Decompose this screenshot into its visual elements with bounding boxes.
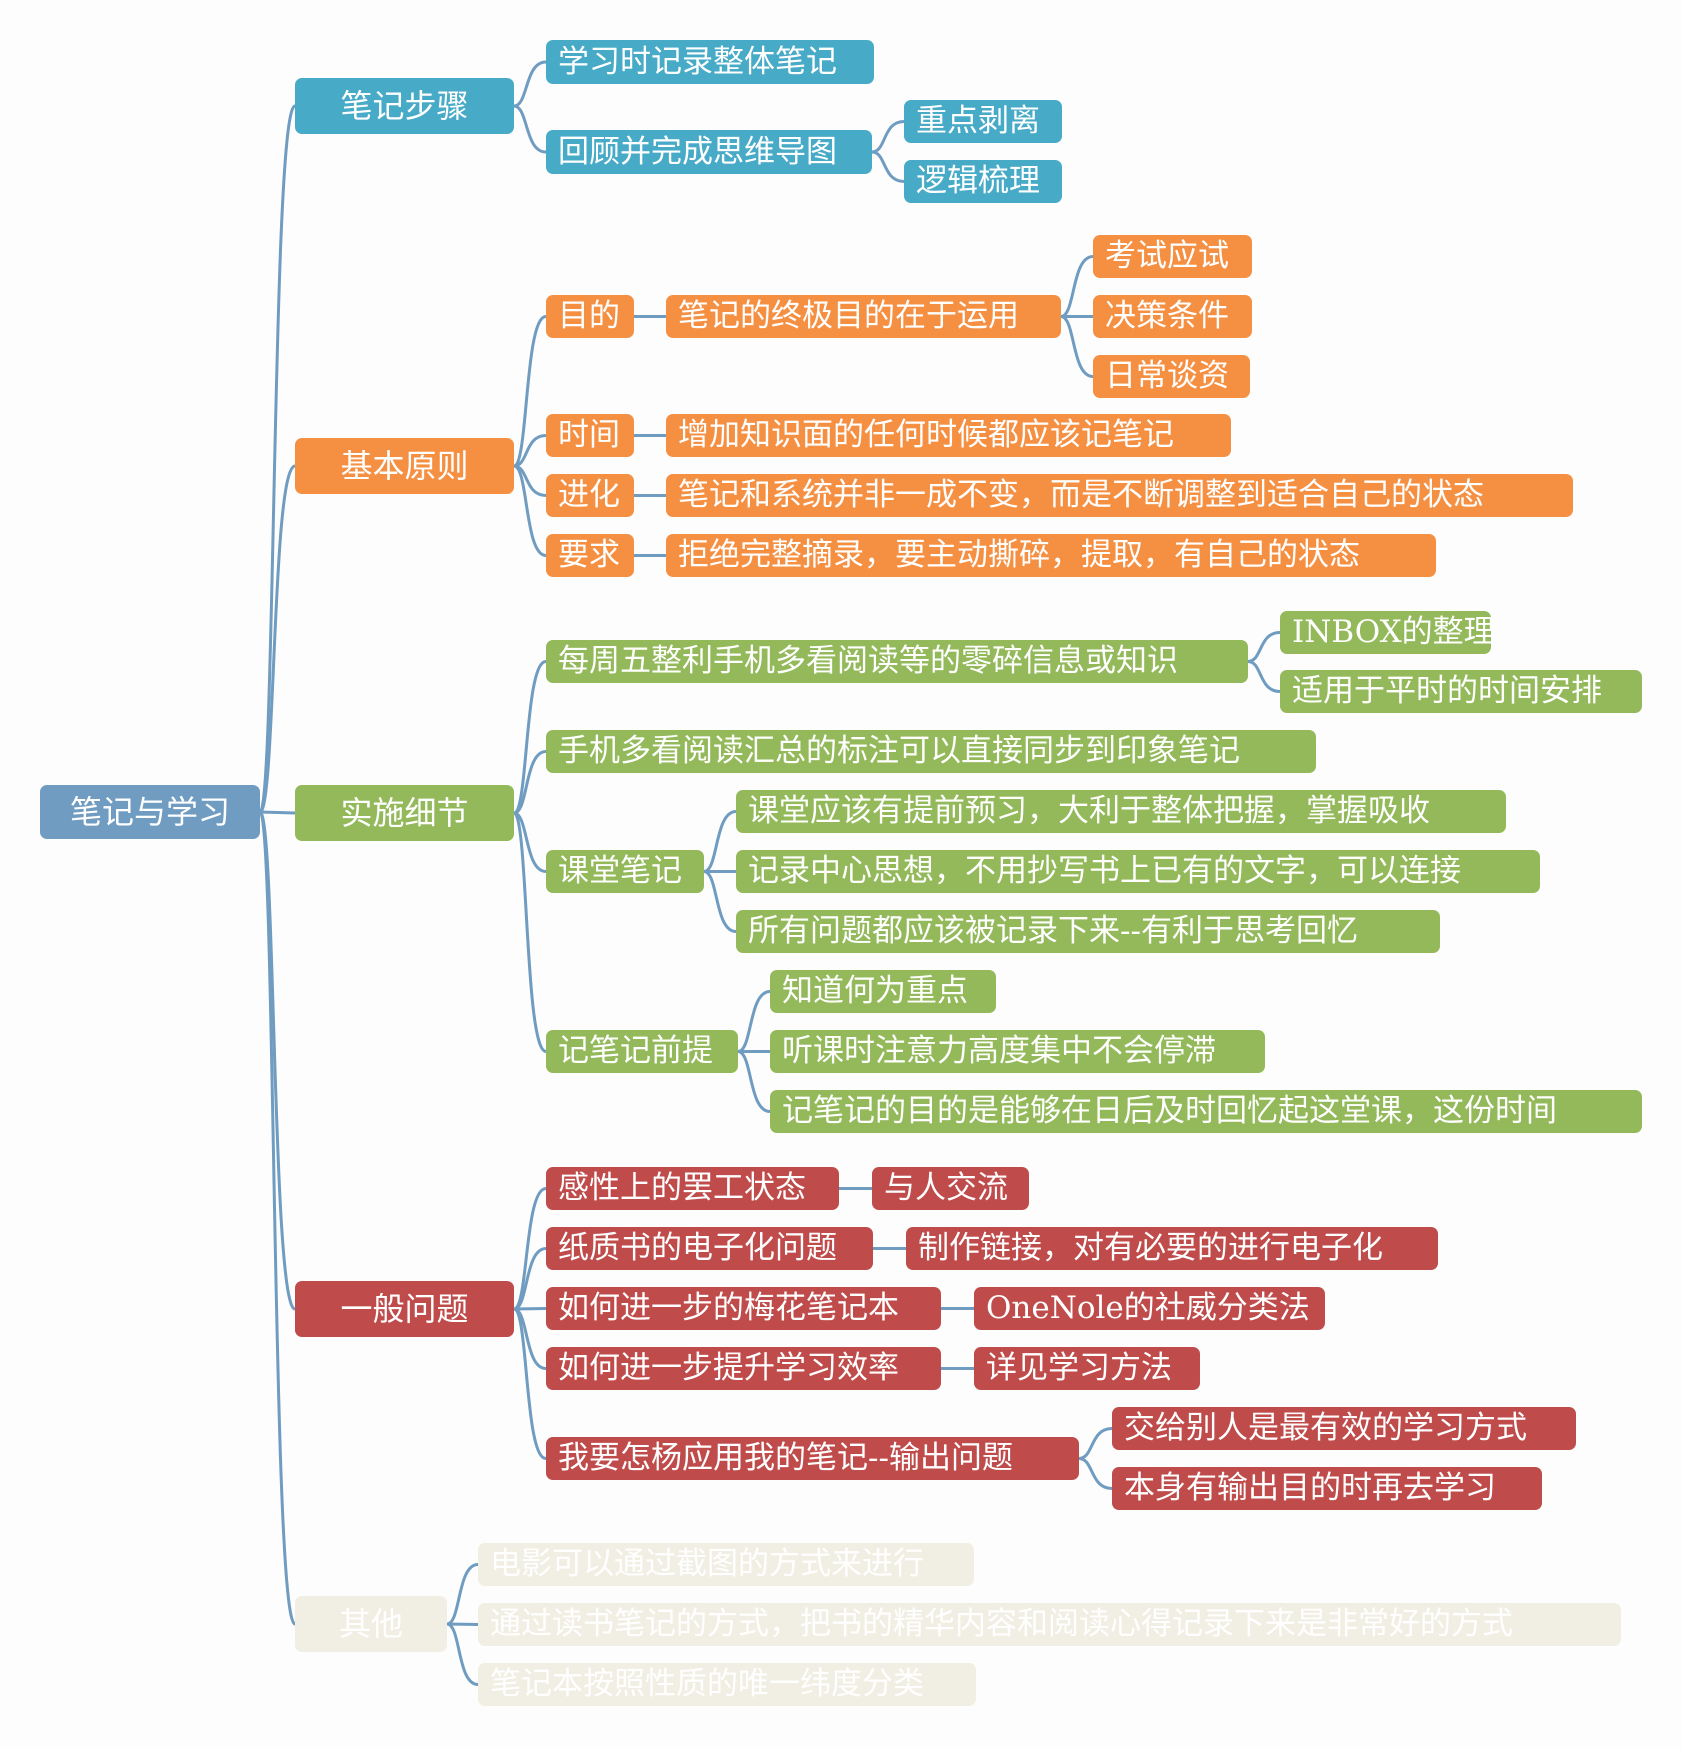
other-movie-screenshot[interactable]: 电影可以通过截图的方式来进行 bbox=[478, 1543, 974, 1586]
problem-digitize[interactable]: 纸质书的电子化问题 bbox=[546, 1227, 873, 1270]
connector-details-weekly-sort-to-details-inbox bbox=[1247, 631, 1281, 663]
problem-notebook[interactable]: 如何进一步的梅花笔记本 bbox=[546, 1287, 941, 1330]
connector-problem-output-to-problem-output-purpose bbox=[1078, 1457, 1113, 1490]
class-notes-preview[interactable]: 课堂应该有提前预习，大利于整体把握，掌握吸收 bbox=[736, 790, 1506, 833]
problem-strike[interactable]: 感性上的罢工状态 bbox=[546, 1167, 839, 1210]
prereq-recall[interactable]: 记笔记的目的是能够在日后及时回忆起这堂课，这份时间 bbox=[770, 1090, 1642, 1133]
prereq-focus[interactable]: 听课时注意力高度集中不会停滞 bbox=[770, 1030, 1265, 1073]
other-reading-notes[interactable]: 通过读书笔记的方式，把书的精华内容和阅读心得记录下来是非常好的方式 bbox=[478, 1603, 1621, 1646]
root-node[interactable]: 笔记与学习 bbox=[40, 785, 260, 839]
connector-principle-purpose-detail-to-principle-purpose-chat bbox=[1060, 315, 1094, 378]
prereq-know-key[interactable]: 知道何为重点 bbox=[770, 970, 996, 1013]
steps-record-notes[interactable]: 学习时记录整体笔记 bbox=[546, 40, 874, 84]
branch-details[interactable]: 实施细节 bbox=[295, 785, 514, 841]
connector-branch-other-to-other-reading-notes bbox=[446, 1622, 479, 1626]
steps-key-extraction[interactable]: 重点剥离 bbox=[904, 100, 1062, 143]
problem-output-purpose[interactable]: 本身有输出目的时再去学习 bbox=[1112, 1467, 1542, 1510]
principle-purpose-detail[interactable]: 笔记的终极目的在于运用 bbox=[666, 295, 1061, 338]
class-notes-record-questions[interactable]: 所有问题都应该被记录下来--有利于思考回忆 bbox=[736, 910, 1440, 953]
connector-details-prerequisites-to-prereq-recall bbox=[737, 1050, 771, 1113]
principle-require-detail[interactable]: 拒绝完整摘录，要主动撕碎，提取，有自己的状态 bbox=[666, 534, 1436, 577]
branch-problems[interactable]: 一般问题 bbox=[295, 1281, 514, 1337]
principle-purpose-exam[interactable]: 考试应试 bbox=[1093, 235, 1252, 278]
class-notes-central-idea[interactable]: 记录中心思想，不用抄写书上已有的文字，可以连接 bbox=[736, 850, 1540, 893]
steps-review-mindmap[interactable]: 回顾并完成思维导图 bbox=[546, 130, 872, 174]
connector-root-node-to-branch-details bbox=[259, 810, 296, 815]
connector-branch-problems-to-problem-notebook bbox=[513, 1307, 547, 1311]
connector-root-node-to-branch-principles bbox=[258, 464, 297, 814]
principle-purpose[interactable]: 目的 bbox=[546, 295, 634, 338]
connector-branch-details-to-details-sync bbox=[513, 750, 547, 815]
connector-branch-details-to-details-weekly-sort bbox=[512, 660, 547, 815]
connector-steps-review-mindmap-to-steps-logic-sorting bbox=[871, 150, 905, 183]
problem-output-teach[interactable]: 交给别人是最有效的学习方式 bbox=[1112, 1407, 1576, 1450]
problem-output[interactable]: 我要怎杨应用我的笔记--输出问题 bbox=[546, 1437, 1079, 1480]
connector-branch-steps-to-steps-record-notes bbox=[513, 60, 547, 108]
connector-branch-problems-to-problem-output bbox=[512, 1307, 547, 1460]
connector-details-prerequisites-to-prereq-know-key bbox=[737, 990, 771, 1053]
connector-branch-other-to-other-movie-screenshot bbox=[446, 1563, 479, 1626]
principle-evolve-detail[interactable]: 笔记和系统并非一成不变，而是不断调整到适合自己的状态 bbox=[666, 474, 1573, 517]
connector-branch-other-to-other-notebook-category bbox=[446, 1622, 479, 1686]
connector-branch-steps-to-steps-review-mindmap bbox=[513, 104, 547, 154]
branch-other[interactable]: 其他 bbox=[295, 1596, 447, 1652]
connector-details-class-notes-to-class-notes-record-questions bbox=[703, 870, 737, 933]
connector-branch-problems-to-problem-digitize bbox=[513, 1247, 547, 1311]
connector-details-class-notes-to-class-notes-preview bbox=[703, 810, 737, 873]
connector-principle-purpose-detail-to-principle-purpose-exam bbox=[1060, 255, 1094, 318]
other-notebook-category[interactable]: 笔记本按照性质的唯一纬度分类 bbox=[478, 1663, 976, 1706]
problem-notebook-answer[interactable]: OneNole的社威分类法 bbox=[974, 1287, 1325, 1330]
connector-root-node-to-branch-problems bbox=[258, 810, 297, 1311]
connector-branch-details-to-details-prerequisites bbox=[512, 811, 547, 1053]
principle-time[interactable]: 时间 bbox=[546, 414, 634, 457]
connector-branch-principles-to-principle-require bbox=[513, 464, 547, 557]
problem-efficiency-answer[interactable]: 详见学习方法 bbox=[974, 1347, 1200, 1390]
details-prerequisites[interactable]: 记笔记前提 bbox=[546, 1030, 738, 1073]
principle-purpose-decision[interactable]: 决策条件 bbox=[1093, 295, 1252, 338]
details-weekly-sort[interactable]: 每周五整利手机多看阅读等的零碎信息或知识 bbox=[546, 640, 1248, 683]
connector-branch-problems-to-problem-strike bbox=[513, 1187, 547, 1311]
details-class-notes[interactable]: 课堂笔记 bbox=[546, 850, 704, 893]
principle-require[interactable]: 要求 bbox=[546, 534, 634, 577]
connector-problem-output-to-problem-output-teach bbox=[1078, 1427, 1113, 1460]
principle-time-detail[interactable]: 增加知识面的任何时候都应该记笔记 bbox=[666, 414, 1231, 457]
principle-purpose-chat[interactable]: 日常谈资 bbox=[1093, 355, 1250, 398]
branch-steps[interactable]: 笔记步骤 bbox=[295, 78, 514, 134]
branch-principles[interactable]: 基本原则 bbox=[295, 438, 514, 494]
steps-logic-sorting[interactable]: 逻辑梳理 bbox=[904, 160, 1062, 203]
connector-root-node-to-branch-other bbox=[258, 810, 297, 1626]
connector-details-weekly-sort-to-details-schedule bbox=[1247, 660, 1281, 693]
details-inbox[interactable]: INBOX的整理 bbox=[1280, 611, 1495, 654]
connector-root-node-to-branch-steps bbox=[258, 104, 297, 814]
connector-branch-details-to-details-class-notes bbox=[513, 811, 547, 873]
problem-efficiency[interactable]: 如何进一步提升学习效率 bbox=[546, 1347, 941, 1390]
problem-strike-answer[interactable]: 与人交流 bbox=[872, 1167, 1029, 1210]
problem-digitize-answer[interactable]: 制作链接，对有必要的进行电子化 bbox=[906, 1227, 1438, 1270]
principle-evolve[interactable]: 进化 bbox=[546, 474, 634, 517]
connector-branch-principles-to-principle-purpose bbox=[512, 315, 547, 468]
connector-steps-review-mindmap-to-steps-key-extraction bbox=[871, 120, 905, 154]
details-schedule[interactable]: 适用于平时的时间安排 bbox=[1280, 670, 1642, 713]
details-sync[interactable]: 手机多看阅读汇总的标注可以直接同步到印象笔记 bbox=[546, 730, 1316, 773]
